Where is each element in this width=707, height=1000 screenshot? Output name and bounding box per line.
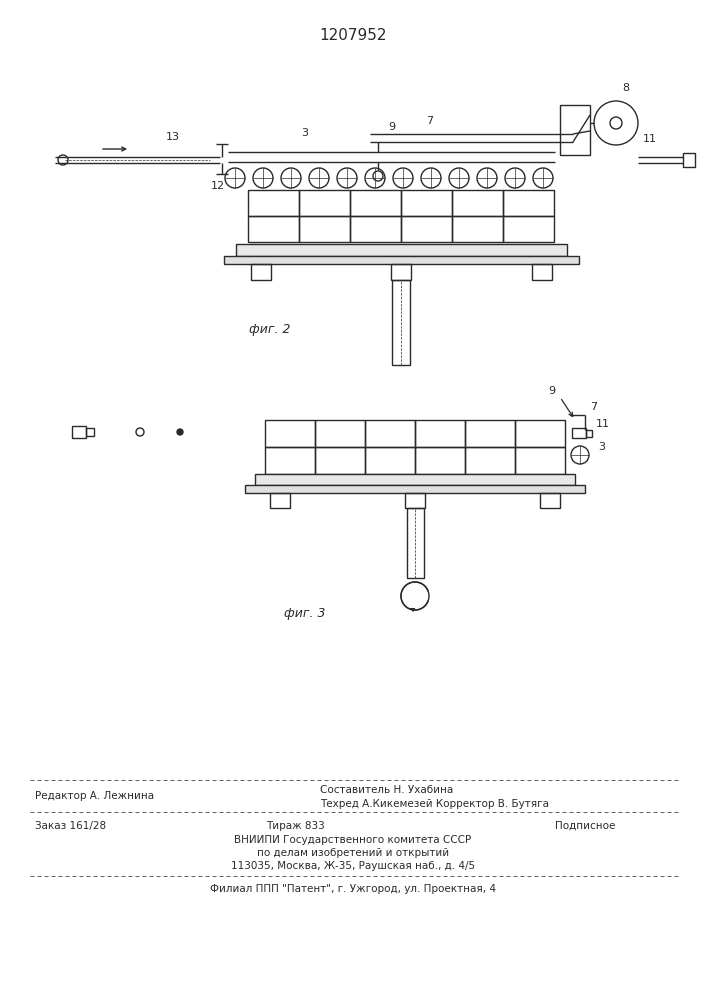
Bar bbox=[415, 420, 465, 447]
Bar bbox=[265, 447, 315, 474]
Text: 9: 9 bbox=[388, 122, 395, 132]
Bar bbox=[405, 493, 425, 508]
Text: Подписное: Подписное bbox=[555, 821, 615, 831]
Bar bbox=[236, 244, 567, 256]
Text: 1207952: 1207952 bbox=[320, 27, 387, 42]
Text: 8: 8 bbox=[622, 83, 629, 93]
Bar bbox=[299, 190, 350, 216]
Bar bbox=[503, 190, 554, 216]
Bar bbox=[401, 190, 452, 216]
Bar bbox=[515, 447, 565, 474]
Circle shape bbox=[177, 429, 183, 435]
Bar bbox=[415, 447, 465, 474]
Bar bbox=[515, 420, 565, 447]
Bar bbox=[255, 474, 575, 485]
Text: 9: 9 bbox=[549, 386, 556, 396]
Text: 11: 11 bbox=[643, 134, 657, 144]
Bar bbox=[540, 493, 560, 508]
Text: Редактор А. Лежнина: Редактор А. Лежнина bbox=[35, 791, 154, 801]
Text: Составитель Н. Ухабина: Составитель Н. Ухабина bbox=[320, 785, 453, 795]
Bar bbox=[365, 447, 415, 474]
Text: фиг. 2: фиг. 2 bbox=[250, 324, 291, 336]
Text: 3: 3 bbox=[301, 128, 308, 138]
Bar bbox=[270, 493, 290, 508]
Text: 12: 12 bbox=[211, 181, 225, 191]
Text: 11: 11 bbox=[596, 419, 610, 429]
Text: 113035, Москва, Ж-35, Раушская наб., д. 4/5: 113035, Москва, Ж-35, Раушская наб., д. … bbox=[231, 861, 475, 871]
Text: ВНИИПИ Государственного комитета СССР: ВНИИПИ Государственного комитета СССР bbox=[235, 835, 472, 845]
Text: 3: 3 bbox=[598, 442, 605, 452]
Bar bbox=[315, 420, 365, 447]
Bar bbox=[407, 508, 424, 578]
Bar bbox=[248, 216, 299, 242]
Bar bbox=[465, 420, 515, 447]
Bar bbox=[265, 420, 315, 447]
Bar bbox=[86, 428, 94, 436]
Text: фиг. 3: фиг. 3 bbox=[284, 606, 326, 619]
Bar bbox=[560, 105, 590, 155]
Bar bbox=[503, 216, 554, 242]
Bar bbox=[365, 420, 415, 447]
Text: 7: 7 bbox=[590, 402, 597, 412]
Bar bbox=[465, 447, 515, 474]
Text: 7: 7 bbox=[426, 116, 433, 126]
Text: Техред А.Кикемезей Корректор В. Бутяга: Техред А.Кикемезей Корректор В. Бутяга bbox=[320, 799, 549, 809]
Text: Филиал ППП "Патент", г. Ужгород, ул. Проектная, 4: Филиал ППП "Патент", г. Ужгород, ул. Про… bbox=[210, 884, 496, 894]
Bar bbox=[224, 256, 579, 264]
Bar bbox=[392, 280, 410, 365]
Bar bbox=[683, 153, 695, 167]
Text: Заказ 161/28: Заказ 161/28 bbox=[35, 821, 106, 831]
Bar bbox=[572, 428, 586, 438]
Text: по делам изобретений и открытий: по делам изобретений и открытий bbox=[257, 848, 449, 858]
Bar bbox=[452, 190, 503, 216]
Bar bbox=[391, 264, 411, 280]
Bar bbox=[248, 190, 299, 216]
Bar bbox=[245, 485, 585, 493]
Bar bbox=[72, 426, 86, 438]
Bar bbox=[350, 190, 401, 216]
Bar bbox=[251, 264, 271, 280]
Bar bbox=[452, 216, 503, 242]
Bar bbox=[299, 216, 350, 242]
Bar bbox=[586, 430, 592, 437]
Bar bbox=[350, 216, 401, 242]
Bar bbox=[532, 264, 552, 280]
Text: 13: 13 bbox=[166, 132, 180, 142]
Text: Тираж 833: Тираж 833 bbox=[266, 821, 325, 831]
Bar bbox=[315, 447, 365, 474]
Bar bbox=[401, 216, 452, 242]
